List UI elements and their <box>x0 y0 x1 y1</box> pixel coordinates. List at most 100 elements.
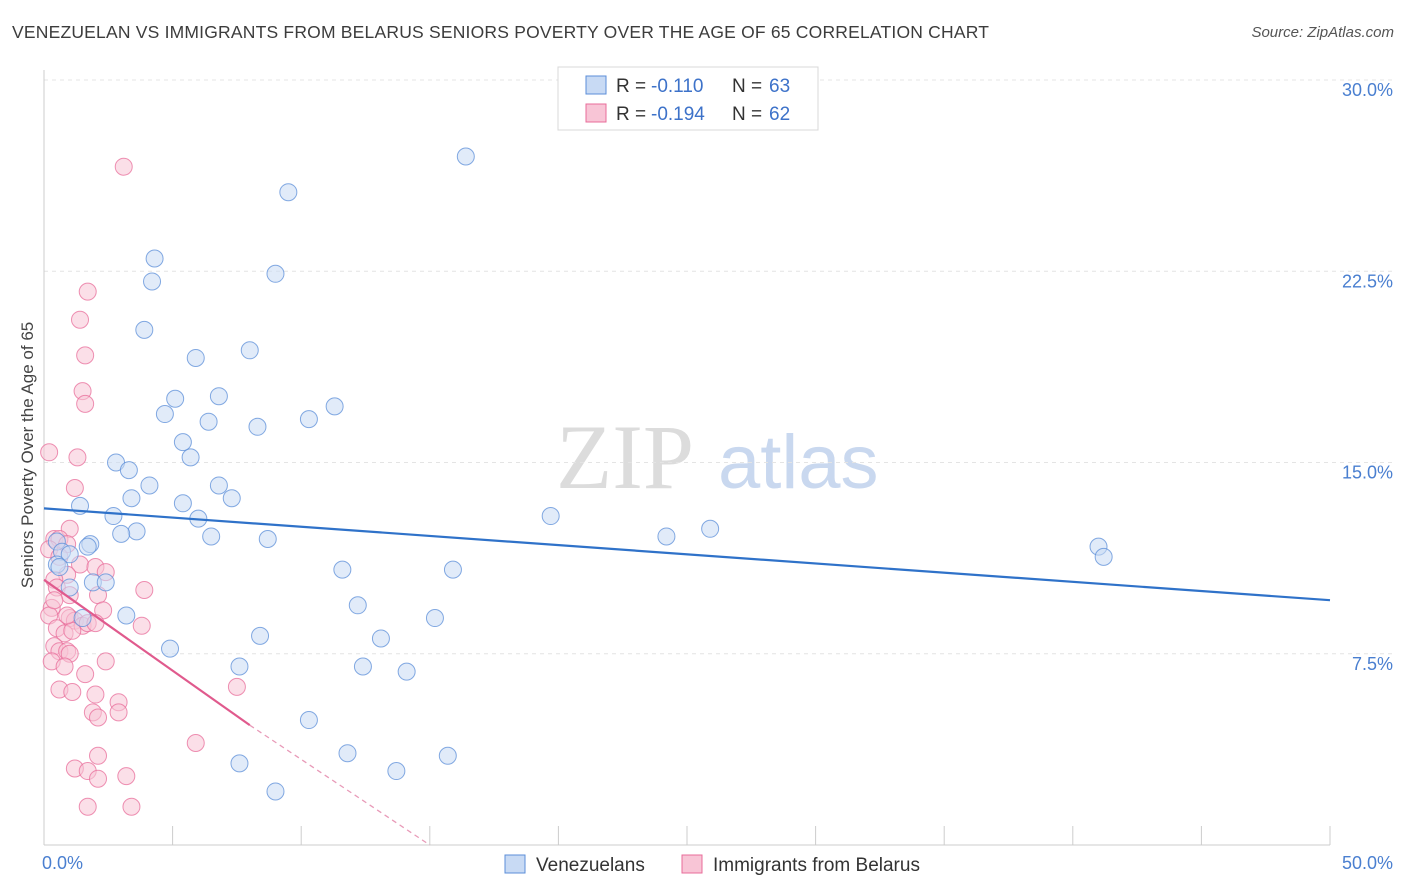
venezuelan-point <box>173 494 192 513</box>
venezuelan-point <box>258 530 277 548</box>
y-tick-label: 15.0% <box>1342 463 1393 483</box>
venezuelan-point <box>60 545 79 564</box>
legend-r-label-1: R = <box>616 76 646 97</box>
venezuelan-point <box>266 264 285 283</box>
belarus-point <box>40 443 59 462</box>
venezuelan-point <box>209 476 228 495</box>
series-belarus-points <box>40 157 246 816</box>
venezuelan-point <box>425 609 444 628</box>
venezuelan-point <box>173 433 192 452</box>
legend-n-value-1: 63 <box>769 76 790 97</box>
belarus-point <box>109 703 128 722</box>
venezuelan-point <box>230 657 249 676</box>
venezuelan-point <box>701 519 720 538</box>
venezuelan-point <box>117 606 136 625</box>
venezuelan-point <box>140 476 159 495</box>
venezuelan-point <box>1094 547 1113 566</box>
venezuelan-point <box>325 397 344 416</box>
belarus-point <box>89 746 108 765</box>
venezuelan-point <box>186 348 205 367</box>
venezuelan-point <box>443 560 462 579</box>
venezuelan-point <box>353 657 372 676</box>
series-legend: Venezuelans Immigrants from Belarus <box>504 854 920 876</box>
venezuelan-point <box>456 147 475 166</box>
series-legend-swatch-venezuelans <box>504 854 526 874</box>
belarus-point <box>45 591 64 610</box>
y-axis-title: Seniors Poverty Over the Age of 65 <box>18 322 37 588</box>
belarus-point <box>71 310 90 329</box>
belarus-point <box>68 448 87 467</box>
belarus-point <box>89 769 108 788</box>
watermark: ZIP atlas <box>556 406 879 508</box>
belarus-point <box>65 479 84 497</box>
trend-line-venezuelans <box>43 507 1331 602</box>
venezuelan-point <box>73 609 92 628</box>
series-legend-label-venezuelans: Venezuelans <box>536 855 645 876</box>
series-legend-label-belarus: Immigrants from Belarus <box>713 855 920 876</box>
legend-n-label-1: N = <box>732 76 762 97</box>
belarus-point <box>135 581 154 599</box>
correlation-legend: R = -0.110 N = 63 R = -0.194 N = 62 <box>557 66 819 131</box>
trend-line-belarus-extrapolated <box>249 724 431 846</box>
trend-lines <box>43 507 1331 846</box>
y-tick-label: 7.5% <box>1352 654 1393 674</box>
gridlines <box>44 79 1393 655</box>
x-tick-label-max: 50.0% <box>1342 853 1393 873</box>
venezuelan-point <box>299 711 318 730</box>
legend-r-value-1: -0.110 <box>651 76 703 97</box>
venezuelan-point <box>657 527 676 546</box>
belarus-point <box>86 685 105 704</box>
venezuelan-point <box>209 387 228 406</box>
legend-swatch-venezuelans <box>585 75 607 95</box>
venezuelan-point <box>78 537 97 556</box>
legend-n-label-2: N = <box>732 104 762 125</box>
venezuelan-point <box>50 558 69 577</box>
venezuelan-point <box>251 626 270 645</box>
source-credit: Source: ZipAtlas.com <box>1251 24 1394 41</box>
trend-line-belarus <box>43 578 251 727</box>
legend-swatch-belarus <box>585 103 607 123</box>
legend-n-value-2: 62 <box>769 104 790 125</box>
belarus-point <box>63 683 82 701</box>
venezuelan-point <box>338 744 357 763</box>
belarus-point <box>78 282 97 301</box>
venezuelan-point <box>135 320 154 339</box>
belarus-point <box>186 734 205 752</box>
venezuelan-point <box>240 341 259 360</box>
venezuelan-point <box>143 272 162 291</box>
venezuelan-point <box>299 410 318 429</box>
legend-r-value-2: -0.194 <box>651 104 705 125</box>
belarus-point <box>55 657 74 676</box>
venezuelan-point <box>96 573 115 592</box>
venezuelan-point <box>266 782 285 801</box>
venezuelan-point <box>333 560 352 579</box>
legend-r-label-2: R = <box>616 104 646 125</box>
y-tick-label: 22.5% <box>1342 271 1393 291</box>
venezuelan-point <box>202 527 221 546</box>
belarus-point <box>58 606 77 625</box>
venezuelan-point <box>397 662 416 681</box>
venezuelan-point <box>127 522 146 541</box>
venezuelan-point <box>181 448 200 467</box>
venezuelan-point <box>60 578 79 597</box>
venezuelan-point <box>122 489 141 508</box>
venezuelan-point <box>119 461 138 480</box>
belarus-point <box>132 616 151 635</box>
venezuelan-point <box>248 417 267 436</box>
venezuelan-point <box>387 762 406 781</box>
venezuelan-point <box>104 507 123 526</box>
belarus-point <box>96 652 115 671</box>
venezuelan-point <box>348 596 367 615</box>
belarus-point <box>122 797 141 816</box>
belarus-point <box>114 157 133 176</box>
venezuelan-point <box>438 746 457 765</box>
belarus-point <box>89 708 108 727</box>
x-axis-ticks <box>172 826 1331 845</box>
x-tick-label-min: 0.0% <box>42 853 83 873</box>
belarus-point <box>227 677 246 696</box>
belarus-point <box>76 394 95 413</box>
venezuelan-point <box>199 412 218 431</box>
belarus-point <box>78 797 97 816</box>
venezuelan-point <box>230 754 249 773</box>
y-tick-label: 30.0% <box>1342 80 1393 100</box>
